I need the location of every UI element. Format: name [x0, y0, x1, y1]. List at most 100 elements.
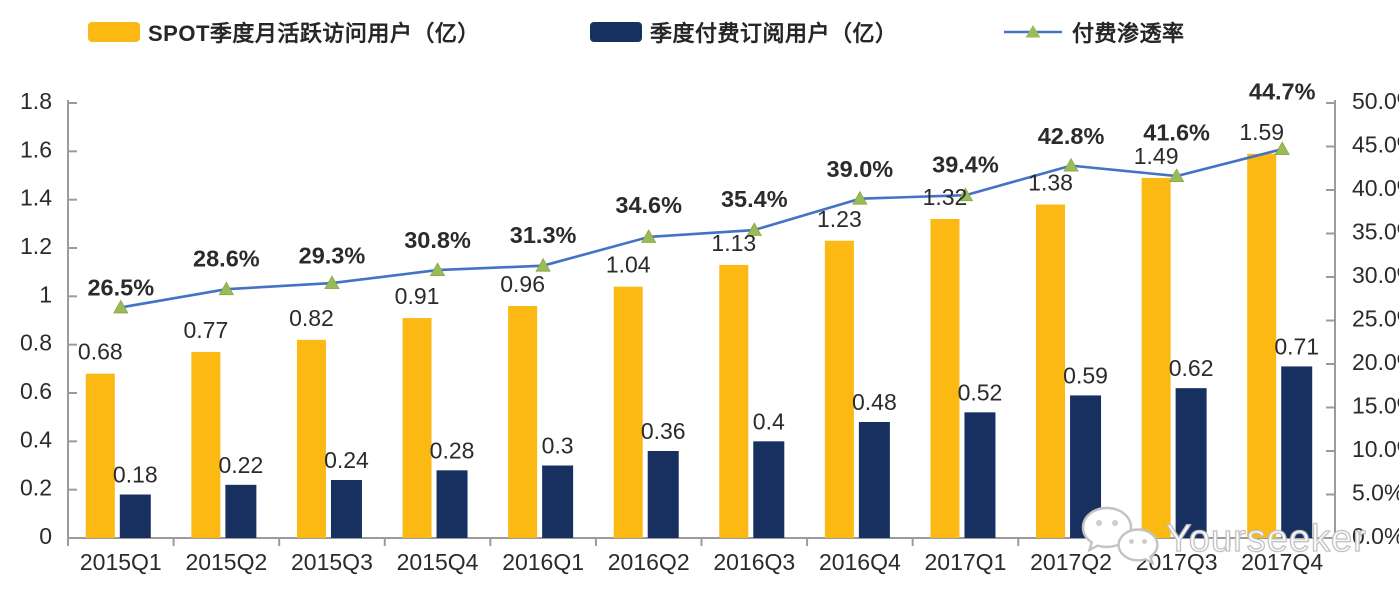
legend-swatch-paid-subscribers [590, 22, 642, 42]
bar-active-users-2015Q3 [296, 339, 326, 538]
bar-label-paid-subscribers: 0.18 [113, 462, 158, 488]
line-label-penetration-rate: 29.3% [299, 242, 366, 268]
bar-label-active-users: 1.23 [817, 206, 862, 232]
bar-label-paid-subscribers: 0.28 [430, 437, 475, 463]
x-axis-label: 2017Q2 [1030, 549, 1112, 575]
bar-label-paid-subscribers: 0.24 [324, 447, 369, 473]
bar-label-paid-subscribers: 0.36 [641, 418, 686, 444]
y-axis-left-label: 0 [39, 523, 52, 549]
penetration-marker-2016Q3 [746, 222, 762, 236]
line-label-penetration-rate: 34.6% [615, 192, 682, 218]
penetration-marker-2016Q1 [535, 257, 551, 272]
bar-label-active-users: 1.59 [1239, 119, 1284, 145]
penetration-marker-2017Q4 [1274, 141, 1290, 156]
y-axis-right-label: 25.0% [1352, 306, 1399, 332]
penetration-marker-2015Q2 [218, 281, 235, 296]
bar-paid-subscribers-2015Q3 [330, 480, 362, 538]
y-axis-right-label: 10.0% [1352, 436, 1399, 462]
penetration-marker-2017Q1 [957, 187, 974, 202]
y-axis-right-label: 0.0% [1352, 523, 1399, 549]
y-axis-right-label: 40.0% [1352, 175, 1399, 201]
y-axis-left-label: 1 [39, 281, 52, 307]
x-axis-label: 2015Q3 [291, 549, 373, 575]
penetration-marker-2015Q4 [429, 262, 446, 276]
bar-paid-subscribers-2017Q3 [1175, 388, 1207, 538]
bar-active-users-2016Q4 [824, 240, 854, 538]
bar-paid-subscribers-2017Q2 [1070, 395, 1102, 538]
y-axis-right-label: 30.0% [1352, 262, 1399, 288]
legend-label-penetration-rate: 付费渗透率 [1072, 21, 1185, 46]
bar-label-active-users: 1.04 [606, 252, 651, 278]
line-label-penetration-rate: 39.4% [932, 151, 999, 177]
penetration-rate-line [120, 147, 1283, 309]
legend-label-active-users: SPOT季度月活跃访问用户（亿） [148, 21, 480, 46]
y-axis-left-label: 0.8 [20, 330, 52, 356]
legend-item-active-users: SPOT季度月活跃访问用户（亿） [88, 16, 480, 48]
line-label-penetration-rate: 41.6% [1143, 119, 1210, 145]
bar-paid-subscribers-2016Q3 [753, 441, 785, 538]
legend-item-penetration-rate: 付费渗透率 [1002, 16, 1185, 48]
bar-label-active-users: 1.32 [923, 184, 968, 210]
bar-label-paid-subscribers: 0.48 [852, 389, 897, 415]
y-axis-left-label: 1.2 [20, 233, 52, 259]
x-axis-label: 2016Q2 [608, 549, 690, 575]
bar-label-active-users: 0.77 [183, 317, 228, 343]
bar-label-active-users: 0.96 [500, 271, 545, 297]
line-label-penetration-rate: 28.6% [193, 245, 260, 271]
x-axis-label: 2015Q1 [80, 549, 162, 575]
x-axis-label: 2016Q4 [819, 549, 901, 575]
bar-label-paid-subscribers: 0.22 [218, 452, 263, 478]
line-label-penetration-rate: 39.0% [827, 156, 894, 182]
bar-paid-subscribers-2015Q1 [119, 494, 151, 538]
penetration-marker-2017Q3 [1168, 168, 1185, 182]
line-label-penetration-rate: 35.4% [721, 186, 788, 212]
legend-label-paid-subscribers: 季度付费订阅用户（亿） [650, 21, 898, 46]
bar-active-users-2015Q1 [85, 373, 115, 538]
y-axis-left-label: 0.2 [20, 475, 52, 501]
x-axis-label: 2017Q1 [925, 549, 1007, 575]
bar-paid-subscribers-2016Q2 [647, 451, 679, 538]
bar-paid-subscribers-2015Q2 [225, 484, 257, 538]
bar-paid-subscribers-2017Q4 [1281, 366, 1313, 538]
x-axis-label: 2015Q4 [397, 549, 479, 575]
bar-active-users-2017Q1 [930, 219, 960, 538]
y-axis-left-label: 1.6 [20, 136, 52, 162]
penetration-marker-2015Q1 [113, 299, 129, 314]
bar-active-users-2017Q2 [1036, 204, 1066, 538]
bar-label-active-users: 0.68 [78, 339, 123, 365]
y-axis-right-label: 35.0% [1352, 219, 1399, 245]
bar-active-users-2017Q3 [1141, 177, 1171, 538]
bar-paid-subscribers-2017Q1 [964, 412, 996, 538]
bar-label-paid-subscribers: 0.59 [1063, 362, 1108, 388]
legend-line-marker-icon [1004, 25, 1062, 38]
penetration-marker-2015Q3 [324, 275, 340, 289]
line-label-penetration-rate: 31.3% [510, 222, 577, 248]
bar-active-users-2015Q2 [191, 351, 221, 538]
bar-label-active-users: 1.49 [1134, 143, 1179, 169]
x-axis-label: 2016Q3 [713, 549, 795, 575]
bar-label-paid-subscribers: 0.62 [1169, 355, 1214, 381]
line-label-penetration-rate: 42.8% [1038, 123, 1105, 149]
y-axis-right-label: 15.0% [1352, 393, 1399, 419]
bar-label-paid-subscribers: 0.4 [753, 408, 785, 434]
legend-swatch-active-users [88, 22, 140, 42]
bar-active-users-2017Q4 [1247, 153, 1277, 538]
bar-paid-subscribers-2016Q4 [858, 422, 890, 538]
x-axis-label: 2017Q4 [1241, 549, 1323, 575]
penetration-marker-2016Q4 [852, 190, 868, 205]
legend-item-paid-subscribers: 季度付费订阅用户（亿） [590, 16, 898, 48]
bar-paid-subscribers-2015Q4 [436, 470, 468, 538]
bar-active-users-2016Q1 [508, 306, 538, 538]
penetration-marker-2017Q2 [1063, 157, 1079, 172]
y-axis-right-label: 5.0% [1352, 480, 1399, 506]
y-axis-left-label: 1.8 [20, 88, 52, 114]
y-axis-right-label: 50.0% [1352, 88, 1399, 114]
bar-paid-subscribers-2016Q1 [542, 465, 574, 538]
bar-label-paid-subscribers: 0.52 [958, 379, 1003, 405]
penetration-marker-2016Q2 [641, 229, 657, 243]
bar-active-users-2016Q3 [719, 264, 749, 538]
bar-active-users-2016Q2 [613, 286, 643, 538]
bar-label-active-users: 1.38 [1028, 170, 1073, 196]
